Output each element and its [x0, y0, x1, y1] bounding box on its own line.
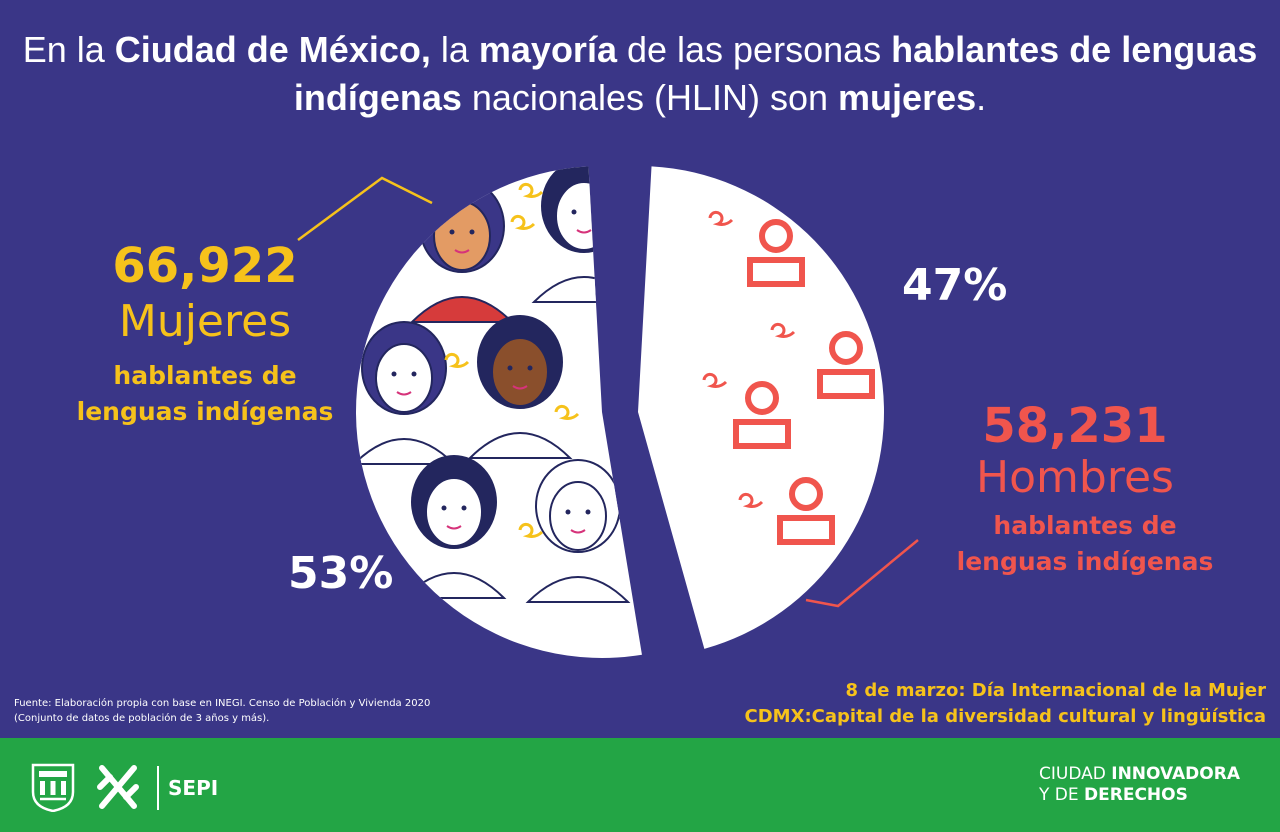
event-line-2: CDMX:Capital de la diversidad cultural y… — [744, 706, 1266, 727]
women-sublabel-line-1: hablantes de — [113, 361, 297, 390]
women-leader-line — [297, 176, 433, 242]
swirl-decoration-icon — [738, 492, 764, 508]
man-person-icon — [733, 381, 791, 449]
swirl-decoration-icon — [518, 522, 544, 538]
women-count: 66,922 — [112, 238, 298, 294]
title-line-1: En la Ciudad de México, la mayoría de la… — [22, 29, 1258, 70]
swirl-decoration-icon — [626, 544, 642, 560]
swirl-decoration-icon — [554, 404, 580, 420]
pie-chart — [297, 166, 919, 659]
sepi-logo-text: SEPI — [168, 776, 219, 800]
page-title: En la Ciudad de México, la mayoría de la… — [0, 26, 1280, 122]
cdmx-shield-icon — [31, 763, 75, 812]
swirl-decoration-icon — [510, 214, 536, 230]
slogan-line-1: CIUDAD INNOVADORA — [1039, 764, 1240, 784]
pie-slice-hombres — [638, 166, 884, 649]
cdmx-knot-icon — [97, 765, 139, 809]
city-slogan: CIUDAD INNOVADORA Y DE DERECHOS — [1039, 764, 1240, 806]
swirl-decoration-icon — [444, 352, 470, 368]
men-sublabel-line-2: lenguas indígenas — [956, 547, 1214, 576]
women-percent: 53% — [288, 548, 394, 599]
men-count: 58,231 — [982, 398, 1168, 454]
women-sublabel: hablantes de lenguas indígenas — [40, 358, 370, 430]
woman-illustration-icon — [525, 459, 631, 603]
swirl-decoration-icon — [708, 210, 734, 226]
woman-illustration-icon — [355, 321, 457, 465]
footer-divider — [157, 766, 159, 810]
source-note: Fuente: Elaboración propia con base en I… — [14, 696, 430, 726]
man-person-icon — [777, 477, 835, 545]
men-sublabel-line-1: hablantes de — [993, 511, 1177, 540]
women-label: Mujeres — [118, 296, 292, 347]
source-line-2: (Conjunto de datos de población de 3 año… — [14, 713, 270, 724]
source-line-1: Fuente: Elaboración propia con base en I… — [14, 698, 431, 709]
swirl-decoration-icon — [518, 182, 544, 198]
women-sublabel-line-2: lenguas indígenas — [76, 397, 334, 426]
men-percent: 47% — [902, 260, 1008, 311]
swirl-decoration-icon — [702, 372, 728, 388]
men-sublabel: hablantes de lenguas indígenas — [920, 508, 1250, 580]
men-label: Hombres — [976, 452, 1174, 503]
swirl-decoration-icon — [770, 322, 796, 338]
woman-illustration-icon — [401, 455, 507, 599]
event-line-1: 8 de marzo: Día Internacional de la Muje… — [845, 680, 1266, 701]
man-person-icon — [817, 331, 875, 399]
woman-illustration-icon — [467, 315, 573, 459]
title-line-2: indígenas nacionales (HLIN) son mujeres. — [293, 77, 987, 118]
men-leader-line — [805, 539, 919, 608]
slogan-line-2: Y DE DERECHOS — [1039, 785, 1188, 805]
footer-bar — [0, 738, 1280, 832]
event-note: 8 de marzo: Día Internacional de la Muje… — [745, 678, 1266, 730]
man-person-icon — [747, 219, 805, 287]
